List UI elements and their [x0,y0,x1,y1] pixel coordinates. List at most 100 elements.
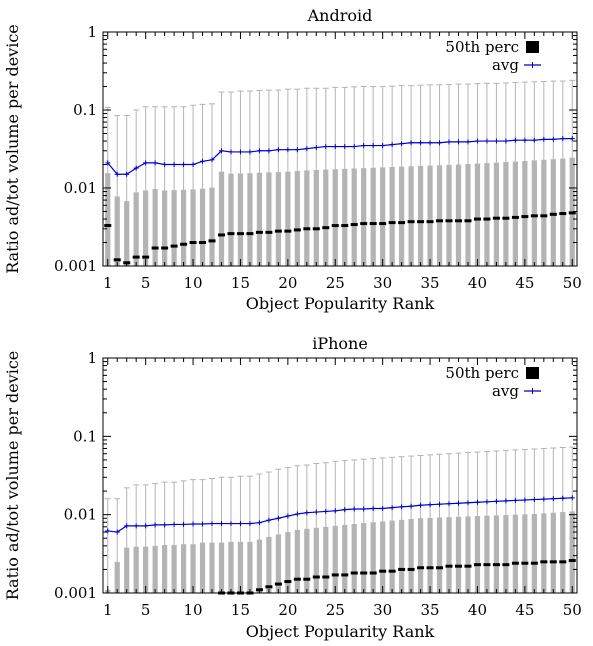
bar [323,526,329,593]
avg-point [266,517,272,523]
avg-point [361,143,367,149]
bar [512,161,518,266]
median-marker [530,214,538,218]
median-marker [151,246,159,250]
median-marker [521,215,529,219]
bar [342,524,348,593]
bar [304,170,310,266]
avg-point [332,508,338,514]
x-tick-label: 30 [373,601,392,619]
avg-point [418,502,424,508]
bar [569,511,575,593]
bar [408,519,414,593]
avg-point [465,500,471,506]
bar [351,524,357,593]
bar [199,542,206,593]
avg-point [399,504,405,510]
avg-point [474,499,480,505]
bar [237,541,244,593]
bar [361,168,367,266]
median-marker [341,573,349,577]
avg-point [323,144,329,150]
median-marker [170,244,178,248]
avg-point [133,523,139,529]
median-marker [312,575,320,579]
bar [455,516,462,593]
avg-point [541,496,547,502]
bar [465,516,471,593]
bar [199,188,206,266]
avg-point [200,521,206,527]
legend-label-avg: avg [492,56,519,74]
avg-point [370,143,376,149]
bar [389,520,395,593]
bar [133,546,139,593]
y-axis: 0.001 0.01 0.1 1 [54,349,577,602]
bar [493,162,500,266]
median-marker [511,215,519,219]
avg-point [389,505,395,511]
avg-point [114,529,120,535]
median-marker [568,211,576,215]
avg-point [484,138,490,144]
median-marker [350,223,358,227]
median-marker [284,580,292,584]
median-marker [407,220,415,224]
median-marker [549,560,557,564]
bar [124,201,130,266]
x-axis-label: Object Popularity Rank [246,622,435,641]
median-marker [331,573,339,577]
bar [228,173,234,266]
avg-point [370,505,376,511]
median-marker [568,558,576,562]
bar [143,190,149,266]
median-marker [132,255,140,259]
median-marker [426,566,434,570]
avg-point [531,497,537,503]
bar [247,173,253,266]
median-marker [369,222,377,226]
x-tick-label: 15 [231,601,250,619]
median-marker [274,582,282,586]
bar [218,542,225,593]
x-axis: 1 5 10 15 20 25 30 35 40 45 50 [103,32,582,292]
median-marker [208,239,216,243]
avg-point [456,500,461,506]
avg-point [531,137,537,143]
bar [171,190,177,266]
avg-point [304,146,310,152]
median-marker [331,224,339,228]
bar [237,173,244,266]
bar [124,547,130,593]
bar [522,514,528,593]
median-marker [473,217,481,221]
avg-point [209,157,215,163]
median-markers [104,211,576,265]
median-marker [322,226,330,230]
x-tick-label: 10 [184,601,203,619]
bar [209,542,215,593]
avg-point [474,138,480,144]
x-tick-label: 20 [278,601,297,619]
x-tick-label: 5 [141,274,151,292]
median-marker [492,563,500,567]
avg-point [294,147,300,153]
avg-point [190,162,196,168]
bar [417,518,424,593]
bar [285,171,291,266]
y-axis-label: Ratio ad/tot volume per device [3,24,22,274]
bar [152,189,158,266]
y-tick-label: 1 [87,349,97,367]
bar [541,513,547,593]
avg-point [162,162,168,168]
y-tick-label: 0.1 [73,101,97,119]
median-marker [341,224,349,228]
x-tick-label: 40 [468,274,487,292]
bar [304,528,310,593]
median-marker [398,567,406,571]
avg-point [512,137,518,143]
bar [503,515,509,593]
avg-point [171,521,177,527]
